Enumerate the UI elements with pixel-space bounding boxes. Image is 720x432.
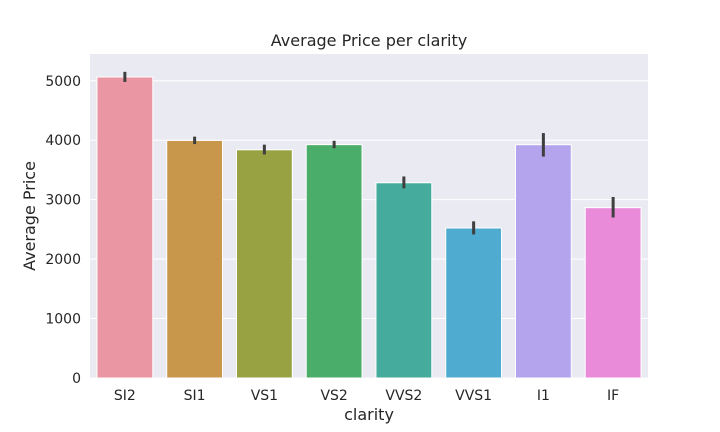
x-tick-label: VS1 <box>251 388 278 404</box>
error-bars <box>123 71 615 235</box>
x-tick-label: SI1 <box>184 388 206 404</box>
x-tick-label: VVS2 <box>385 388 422 404</box>
bars <box>96 76 642 379</box>
x-axis-label: clarity <box>344 405 394 424</box>
y-tick-label: 5000 <box>45 74 81 90</box>
bar-if <box>584 207 642 379</box>
bar-i1 <box>514 144 572 379</box>
y-tick-label: 0 <box>72 371 81 387</box>
bar-vs2 <box>305 144 363 379</box>
y-axis-ticks: 0 1000 2000 3000 4000 5000 <box>45 74 81 387</box>
bar-si2 <box>96 76 154 379</box>
x-axis-ticks: SI2 SI1 VS1 VS2 VVS2 VVS1 I1 IF <box>114 388 619 404</box>
y-tick-label: 3000 <box>45 193 81 209</box>
x-tick-label: SI2 <box>114 388 136 404</box>
bar-si1 <box>166 139 224 379</box>
bar-vvs2 <box>375 182 433 379</box>
bar-vs1 <box>235 149 293 379</box>
y-tick-label: 4000 <box>45 133 81 149</box>
x-tick-label: VS2 <box>320 388 347 404</box>
x-tick-label: IF <box>607 388 619 404</box>
y-tick-label: 1000 <box>45 312 81 328</box>
y-axis-label: Average Price <box>20 161 39 271</box>
x-tick-label: I1 <box>537 388 550 404</box>
bar-vvs1 <box>445 227 503 379</box>
y-tick-label: 2000 <box>45 252 81 268</box>
x-tick-label: VVS1 <box>455 388 492 404</box>
chart-title: Average Price per clarity <box>271 31 467 50</box>
